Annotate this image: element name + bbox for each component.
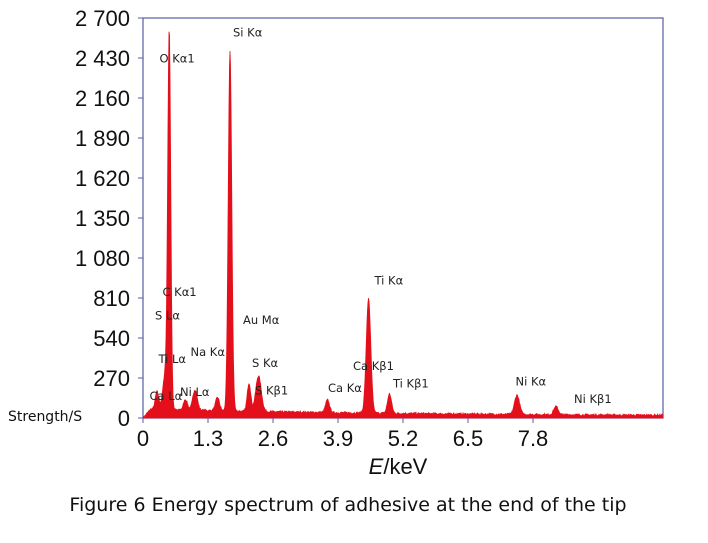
y-tick-label: 810	[93, 286, 130, 311]
peak-label: Ca Kα	[328, 381, 362, 395]
x-axis-ticks: 0 1.3 2.6 3.9 5.2 6.5 7.8	[137, 418, 548, 451]
peak-label: S Kα	[252, 356, 278, 370]
x-tick-label: 0	[137, 426, 149, 451]
peak-label: Au Mα	[243, 313, 280, 327]
y-tick-label: 0	[118, 406, 130, 431]
peak-label: C Kα1	[163, 285, 197, 299]
x-axis-unit: /keV	[383, 454, 427, 479]
spectrum-series-0	[142, 31, 664, 419]
x-tick-label: 7.8	[518, 426, 549, 451]
y-axis-ticks: 0 270 540 810 1 080 1 350 1 620 1 890 2 160 2 430…	[75, 6, 143, 431]
peak-label: Na Kα	[191, 345, 226, 359]
y-tick-label: 2 160	[75, 86, 130, 111]
peak-label: Ti Lα	[158, 352, 187, 366]
peak-label: Ni Kβ1	[574, 392, 612, 406]
x-axis-title: E/keV	[369, 454, 428, 479]
peak-label: S Lα	[155, 308, 180, 322]
y-tick-label: 2 700	[75, 6, 130, 31]
x-tick-label: 5.2	[388, 426, 419, 451]
figure-caption: Figure 6 Energy spectrum of adhesive at …	[69, 494, 626, 516]
x-tick-label: 2.6	[258, 426, 289, 451]
plot-area	[142, 17, 664, 419]
peak-label: Ca Kβ1	[353, 359, 394, 373]
y-tick-label: 270	[93, 366, 130, 391]
y-tick-label: 1 620	[75, 166, 130, 191]
peak-label: O Kα1	[160, 51, 195, 65]
y-tick-label: 1 350	[75, 206, 130, 231]
peak-label: Ti Kβ1	[392, 377, 429, 391]
x-tick-label: 1.3	[193, 426, 224, 451]
x-tick-label: 3.9	[323, 426, 354, 451]
y-axis-title: Strength/S	[8, 409, 82, 425]
x-axis-variable: E	[369, 454, 384, 479]
peak-label: Si Kα	[233, 26, 263, 40]
peak-label: Ni Lα	[180, 385, 210, 399]
y-tick-label: 2 430	[75, 46, 130, 71]
peak-label: Ti Kα	[374, 274, 404, 288]
peak-label: Ca Lα	[150, 389, 183, 403]
y-tick-label: 540	[93, 326, 130, 351]
peak-label: Ni Kα	[516, 374, 547, 388]
peak-label: S Kβ1	[255, 383, 288, 397]
y-tick-label: 1 890	[75, 126, 130, 151]
y-tick-label: 1 080	[75, 246, 130, 271]
x-tick-label: 6.5	[453, 426, 484, 451]
